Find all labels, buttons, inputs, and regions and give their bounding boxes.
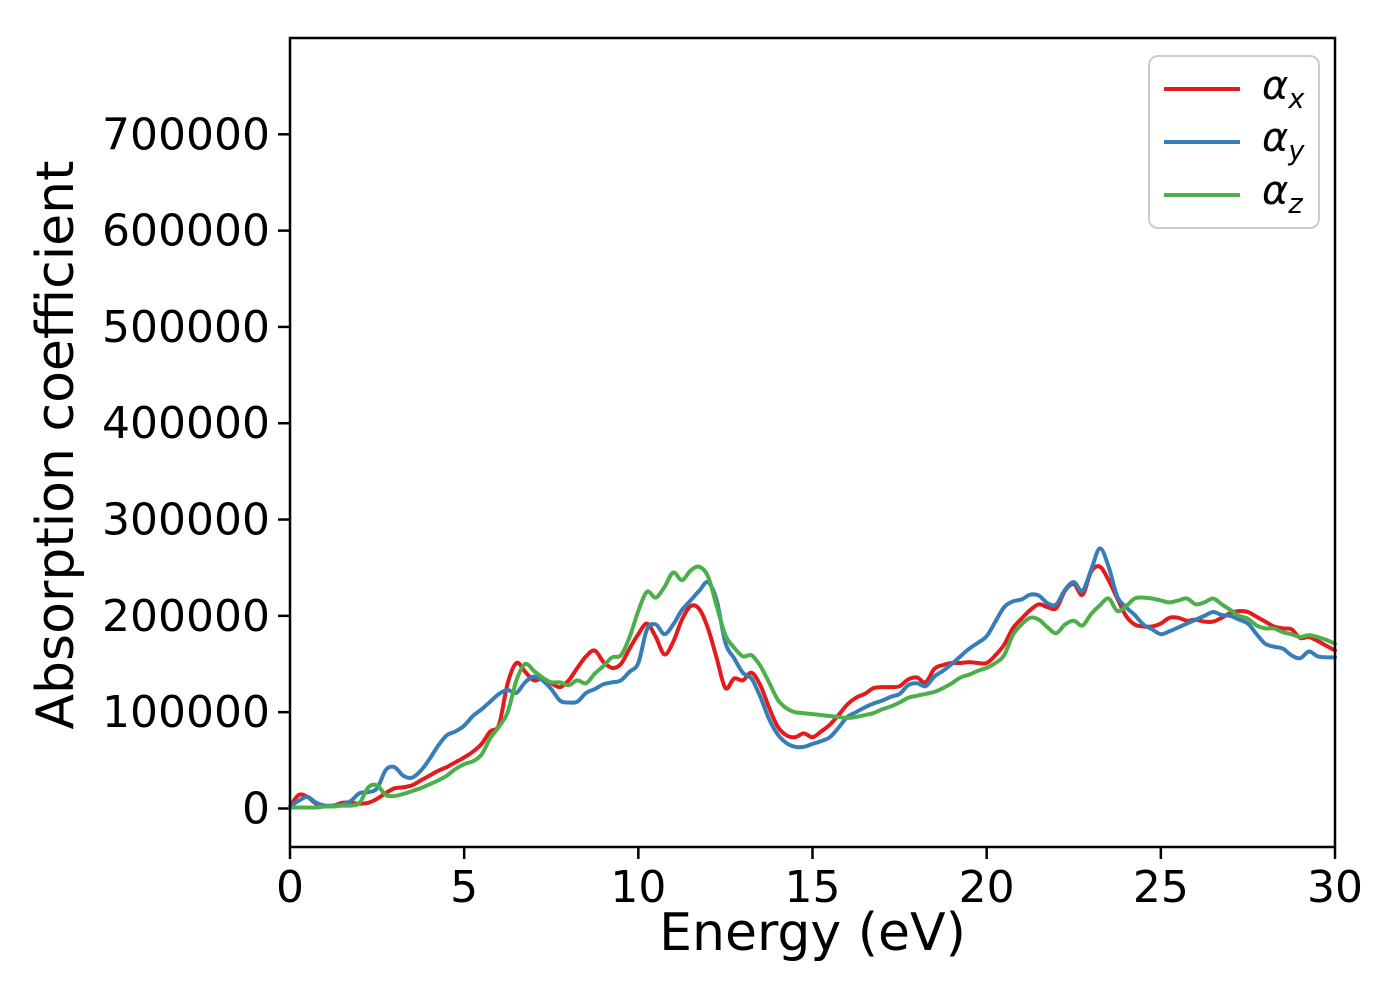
legend-line-alpha-z: [1164, 192, 1240, 197]
series-alpha_y-line: [288, 546, 1337, 809]
y-tick-label: 0: [242, 783, 270, 834]
series-alpha_z-line: [288, 564, 1337, 810]
y-tick-label: 600000: [102, 206, 270, 257]
y-tick-label: 700000: [102, 109, 270, 160]
legend-label-alpha-y: αy: [1262, 115, 1305, 168]
legend: αx αy αz: [1148, 55, 1320, 229]
legend-entry-alpha-y: αy: [1164, 115, 1305, 169]
legend-entry-alpha-z: αz: [1164, 168, 1303, 221]
x-tick-label: 10: [610, 862, 666, 913]
y-tick-label: 300000: [102, 495, 270, 546]
y-tick-label: 400000: [102, 398, 270, 449]
legend-label-alpha-x: αx: [1262, 62, 1305, 115]
y-axis-title: Absorption coefficient: [26, 160, 86, 730]
series-alpha_x-line: [288, 564, 1337, 809]
y-tick-label: 500000: [102, 302, 270, 353]
x-tick-label: 30: [1307, 862, 1363, 913]
x-tick-label: 20: [959, 862, 1015, 913]
legend-line-alpha-y: [1164, 140, 1240, 144]
legend-label-alpha-z: αz: [1262, 168, 1303, 221]
x-axis-title: Energy (eV): [659, 903, 966, 963]
plot-frame: [288, 36, 1337, 849]
x-tick-label: 15: [785, 862, 841, 913]
x-tick-label: 5: [450, 862, 478, 913]
y-tick-label: 100000: [102, 687, 270, 738]
x-tick-label: 0: [276, 862, 304, 913]
legend-entry-alpha-x: αx: [1164, 62, 1305, 116]
y-tick-label: 200000: [102, 591, 270, 642]
x-tick-label: 25: [1133, 862, 1189, 913]
legend-line-alpha-x: [1164, 87, 1240, 92]
